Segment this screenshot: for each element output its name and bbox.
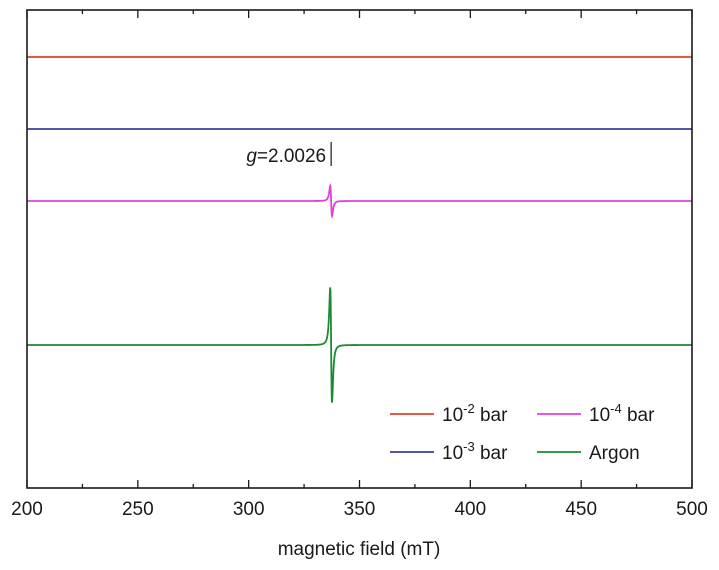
x-tick-label: 350 bbox=[344, 499, 376, 520]
legend-label-exponent: -2 bbox=[463, 401, 475, 416]
series-line-4 bbox=[27, 287, 692, 403]
g-value: =2.0026 bbox=[257, 146, 326, 167]
legend-label-base: Argon bbox=[589, 443, 640, 464]
g-value-label: g=2.0026 bbox=[246, 146, 326, 167]
x-axis-title: magnetic field (mT) bbox=[278, 539, 441, 560]
x-tick-label: 300 bbox=[233, 499, 265, 520]
series-line-3 bbox=[27, 182, 692, 220]
legend-label-unit: bar bbox=[475, 405, 508, 426]
legend-label: 10-3 bar bbox=[442, 439, 508, 464]
legend-label-exponent: -3 bbox=[463, 439, 475, 454]
series-layer bbox=[27, 56, 692, 403]
x-tick-label: 250 bbox=[122, 499, 154, 520]
legend-label-base: 10 bbox=[442, 443, 463, 464]
legend-label-unit: bar bbox=[475, 443, 508, 464]
x-tick-label: 400 bbox=[454, 499, 486, 520]
legend-label: 10-4 bar bbox=[589, 401, 655, 426]
legend-label-base: 10 bbox=[589, 405, 610, 426]
x-tick-label: 450 bbox=[565, 499, 597, 520]
x-axis: 200 250 300 350 400 450 500 bbox=[11, 10, 708, 520]
legend-label: 10-2 bar bbox=[442, 401, 508, 426]
legend-label-exponent: -4 bbox=[610, 401, 622, 416]
g-symbol: g bbox=[246, 146, 257, 167]
legend-label: Argon bbox=[589, 443, 640, 464]
x-tick-label: 200 bbox=[11, 499, 43, 520]
x-tick-label: 500 bbox=[676, 499, 708, 520]
legend-label-base: 10 bbox=[442, 405, 463, 426]
legend-label-unit: bar bbox=[622, 405, 655, 426]
annotation-layer: g=2.0026 bbox=[246, 142, 332, 167]
